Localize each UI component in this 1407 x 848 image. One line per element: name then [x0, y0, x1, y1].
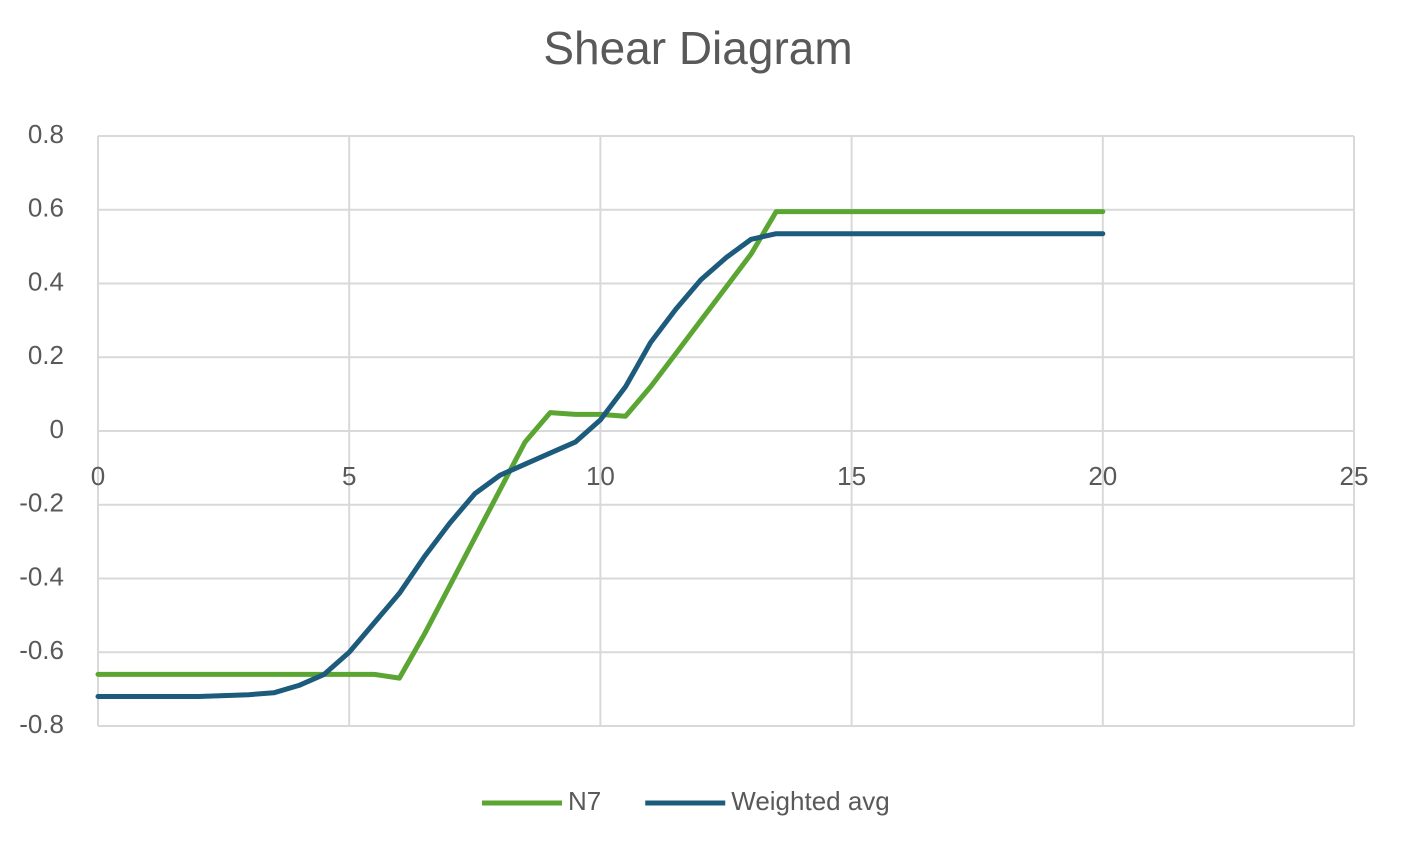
legend-label: N7 — [568, 786, 601, 816]
y-tick-label: -0.6 — [19, 635, 64, 665]
x-tick-label: 10 — [586, 461, 615, 491]
chart-title: Shear Diagram — [543, 22, 852, 74]
series-line — [95, 231, 1106, 699]
y-tick-label: 0 — [50, 414, 64, 444]
x-tick-label: 0 — [91, 461, 105, 491]
y-tick-label: 0.6 — [28, 193, 64, 223]
series-line — [95, 209, 1106, 681]
x-tick-label: 15 — [837, 461, 866, 491]
x-tick-label: 5 — [342, 461, 356, 491]
y-tick-label: 0.4 — [28, 266, 64, 296]
y-tick-label: -0.4 — [19, 561, 64, 591]
y-tick-label: -0.2 — [19, 488, 64, 518]
legend-label: Weighted avg — [731, 786, 890, 816]
x-tick-label: 25 — [1340, 461, 1369, 491]
y-tick-label: -0.8 — [19, 709, 64, 739]
y-tick-label: 0.2 — [28, 340, 64, 370]
x-tick-label: 20 — [1088, 461, 1117, 491]
y-tick-label: 0.8 — [28, 119, 64, 149]
